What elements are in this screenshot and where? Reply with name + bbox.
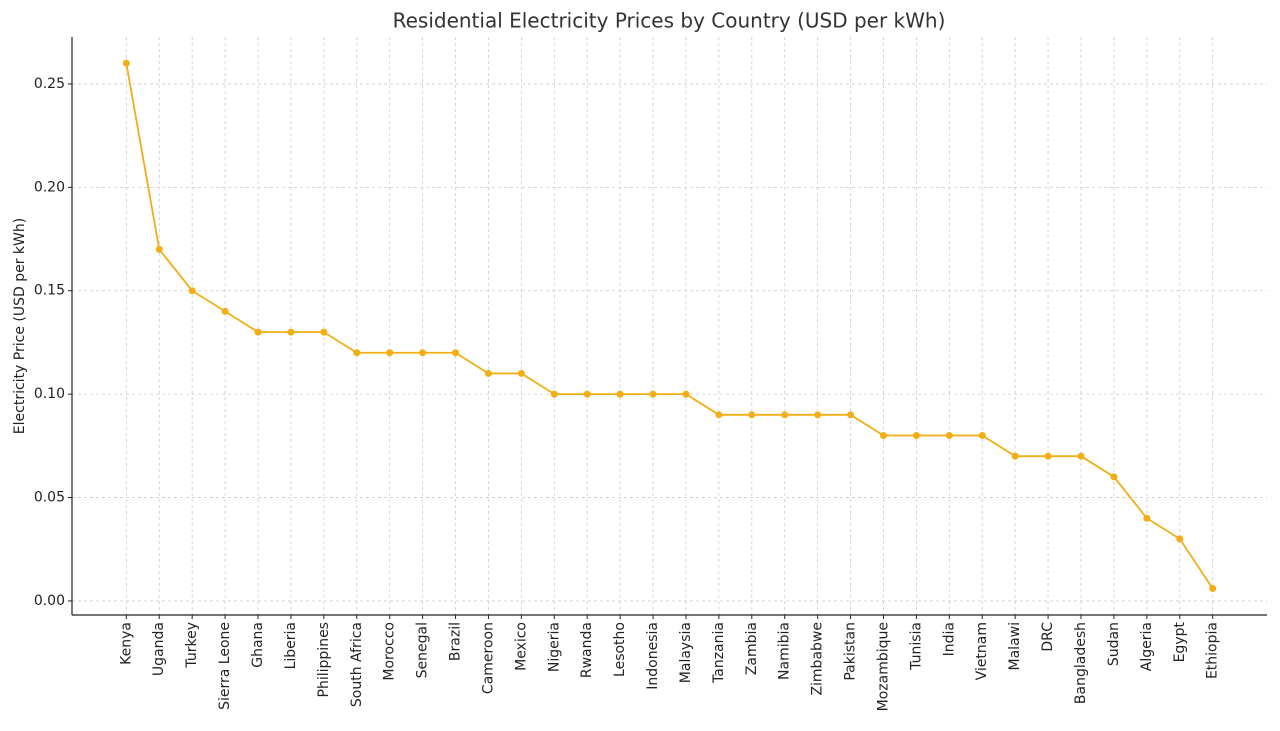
x-tick-label: Tanzania	[711, 622, 727, 684]
x-tick-label: Philippines	[316, 622, 332, 697]
point	[1176, 535, 1184, 543]
point	[386, 349, 394, 357]
point	[1011, 452, 1019, 460]
x-tick-label: South Africa	[349, 622, 365, 707]
x-tick-label: Algeria	[1139, 622, 1155, 671]
point	[945, 431, 953, 439]
x-tick-label: Sudan	[1106, 622, 1122, 666]
x-tick-label: DRC	[1040, 622, 1056, 652]
point	[912, 431, 920, 439]
x-tick-label: Vietnam	[974, 622, 990, 680]
x-tick-label: Rwanda	[579, 622, 595, 678]
point	[517, 369, 525, 377]
point	[583, 390, 591, 398]
point	[155, 245, 163, 253]
x-tick-label: Tunisia	[908, 622, 924, 671]
x-tick-label: Lesotho	[612, 622, 628, 677]
line	[125, 63, 1214, 590]
x-tick-label: Senegal	[415, 622, 431, 678]
x-tick-label: Mozambique	[875, 622, 891, 711]
x-tick-label: Namibia	[777, 622, 793, 680]
point	[188, 287, 196, 295]
x-tick-label: Uganda	[151, 622, 167, 676]
chart-title: Residential Electricity Prices by Countr…	[393, 9, 946, 33]
y-axis-label: Electricity Price (USD per kWh)	[12, 218, 28, 434]
x-tick-label: Mexico	[513, 622, 529, 671]
x-tick-label: Cameroon	[480, 622, 496, 694]
point	[682, 390, 690, 398]
x-tick-label: Liberia	[283, 622, 299, 669]
point	[1077, 452, 1085, 460]
point	[221, 307, 229, 315]
point	[419, 349, 427, 357]
x-tick-label: Ghana	[250, 622, 266, 668]
x-tick-label: Zimbabwe	[810, 622, 826, 696]
x-tick-label: India	[941, 622, 957, 656]
point	[1143, 514, 1151, 522]
x-tick-label: Malawi	[1007, 622, 1023, 670]
x-tick-label: Nigeria	[546, 622, 562, 672]
point	[320, 328, 328, 336]
x-tick-label: Malaysia	[678, 622, 694, 683]
point	[353, 349, 361, 357]
x-tick-label: Sierra Leone	[217, 622, 233, 710]
point	[1044, 452, 1052, 460]
y-tick-label: 0.05	[34, 490, 65, 506]
x-tick-label: Morocco	[382, 622, 398, 681]
x-tick-label: Bangladesh	[1073, 622, 1089, 704]
x-tick-label: Turkey	[184, 622, 200, 669]
point	[1209, 585, 1217, 593]
point	[484, 369, 492, 377]
point	[616, 390, 624, 398]
point	[781, 411, 789, 419]
point	[748, 411, 756, 419]
x-tick-label: Ethiopia	[1205, 622, 1221, 679]
y-tick-label: 0.00	[34, 593, 65, 609]
point	[452, 349, 460, 357]
x-tick-label: Kenya	[118, 622, 134, 665]
point	[122, 59, 130, 67]
point	[847, 411, 855, 419]
x-tick-label: Zambia	[744, 622, 760, 675]
x-tick-label: Indonesia	[645, 622, 661, 690]
y-tick-label: 0.10	[34, 386, 65, 402]
y-tick-label: 0.15	[34, 283, 65, 299]
y-tick-label: 0.25	[34, 76, 65, 92]
x-tick-label: Brazil	[448, 622, 464, 661]
point	[649, 390, 657, 398]
point	[978, 431, 986, 439]
point	[879, 431, 887, 439]
x-tick-label: Pakistan	[843, 622, 859, 681]
point	[254, 328, 262, 336]
point	[814, 411, 822, 419]
point	[715, 411, 723, 419]
point	[1110, 473, 1118, 481]
y-tick-label: 0.20	[34, 179, 65, 195]
point	[550, 390, 558, 398]
point	[287, 328, 295, 336]
x-tick-label: Egypt	[1172, 622, 1188, 663]
